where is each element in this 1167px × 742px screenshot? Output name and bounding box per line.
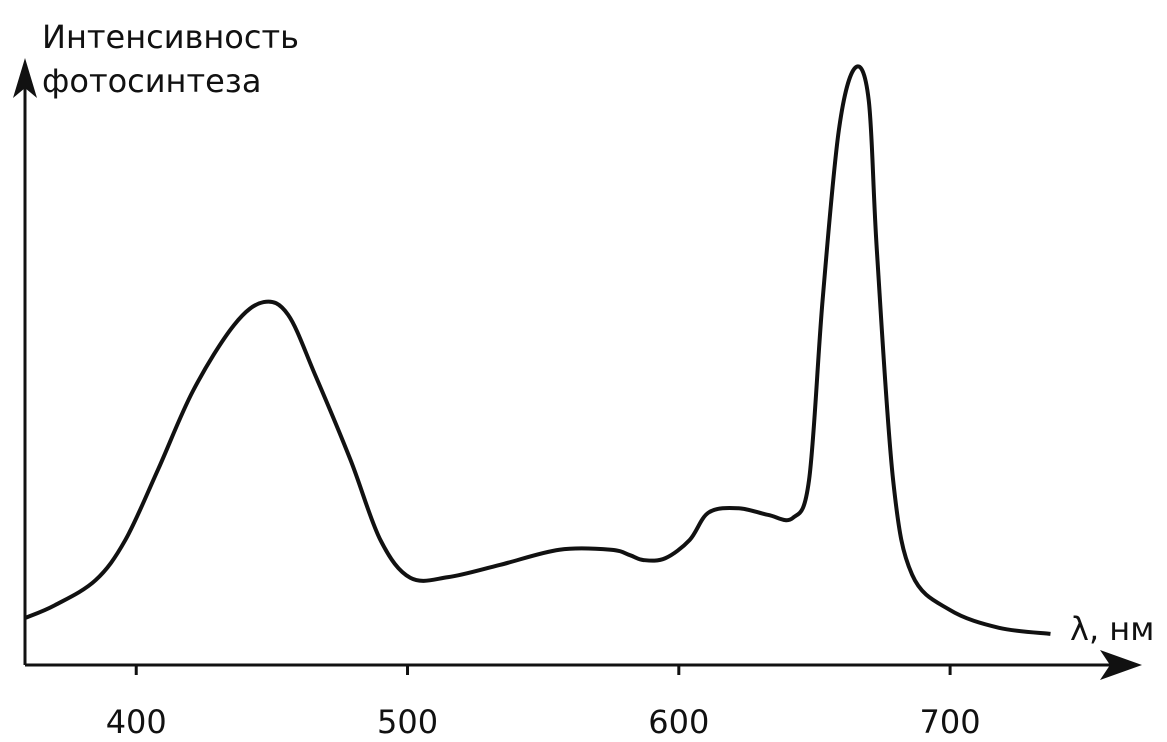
x-tick-label: 500	[377, 703, 438, 738]
y-axis-label: Интенсивность	[42, 18, 299, 56]
x-tick-label: 700	[920, 703, 981, 738]
x-axis-arrow	[1100, 650, 1142, 680]
y-axis-arrow	[13, 58, 37, 98]
x-tick-label: 600	[648, 703, 709, 738]
spectrum-line	[24, 64, 1051, 636]
x-axis-label: λ, нм	[1070, 610, 1154, 648]
x-tick-label: 400	[106, 703, 167, 738]
y-axis-label: фотосинтеза	[42, 62, 261, 100]
